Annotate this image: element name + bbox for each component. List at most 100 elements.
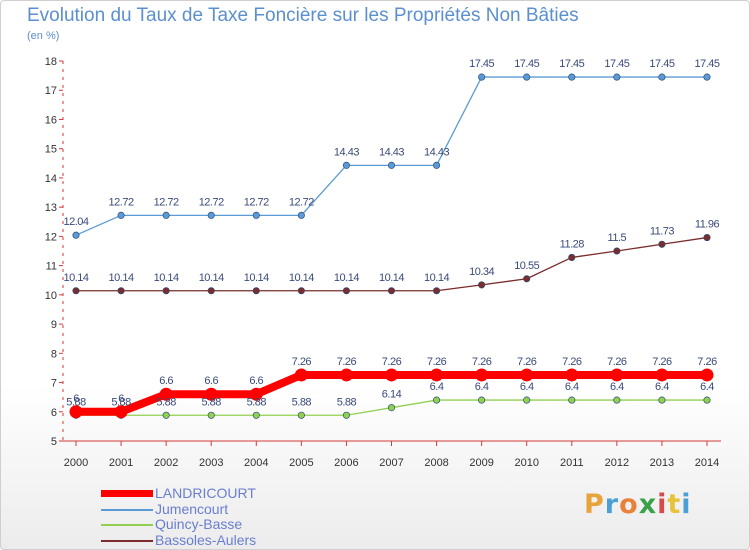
data-label-bassoles-aulers: 10.14 bbox=[379, 272, 404, 284]
data-label-quincy-basse: 6.4 bbox=[520, 381, 534, 393]
logo-letter: x bbox=[638, 489, 658, 520]
data-label-jumencourt: 12.72 bbox=[289, 196, 314, 208]
data-point-landricourt bbox=[339, 368, 353, 382]
data-label-landricourt: 7.26 bbox=[382, 356, 402, 368]
data-point-quincy-basse bbox=[568, 396, 576, 404]
x-tick-label: 2013 bbox=[650, 457, 674, 469]
data-point-landricourt bbox=[249, 387, 263, 401]
data-point-quincy-basse bbox=[703, 396, 711, 404]
data-label-bassoles-aulers: 10.55 bbox=[514, 260, 539, 272]
data-label-quincy-basse: 5.88 bbox=[337, 396, 357, 408]
data-label-quincy-basse: 6.4 bbox=[565, 381, 579, 393]
data-point-landricourt bbox=[475, 368, 489, 382]
data-point-bassoles-aulers bbox=[117, 287, 125, 295]
legend-swatch-landricourt bbox=[101, 490, 153, 497]
data-point-bassoles-aulers bbox=[433, 287, 441, 295]
series-landricourt bbox=[69, 368, 714, 419]
data-label-quincy-basse: 5.88 bbox=[156, 396, 176, 408]
data-point-landricourt bbox=[565, 368, 579, 382]
data-point-jumencourt bbox=[658, 73, 666, 81]
data-label-landricourt: 6 bbox=[118, 393, 124, 405]
legend-swatch-jumencourt bbox=[101, 509, 153, 511]
data-point-jumencourt bbox=[162, 211, 170, 219]
legend-swatch-bassoles-aulers bbox=[101, 540, 153, 542]
y-tick-label: 13 bbox=[45, 202, 57, 214]
data-label-jumencourt: 14.43 bbox=[424, 146, 449, 158]
data-point-bassoles-aulers bbox=[342, 287, 350, 295]
data-label-bassoles-aulers: 10.14 bbox=[244, 272, 269, 284]
x-tick-label: 2014 bbox=[695, 457, 719, 469]
y-tick-label: 6 bbox=[51, 407, 57, 419]
logo-letter: i bbox=[681, 489, 692, 520]
data-point-quincy-basse bbox=[252, 411, 260, 419]
data-point-landricourt bbox=[430, 368, 444, 382]
data-label-quincy-basse: 6.14 bbox=[382, 389, 402, 401]
x-tick-label: 2012 bbox=[605, 457, 629, 469]
data-point-landricourt bbox=[520, 368, 534, 382]
x-tick-label: 2008 bbox=[424, 457, 448, 469]
legend-label-bassoles-aulers: Bassoles-Aulers bbox=[155, 532, 257, 548]
data-label-landricourt: 7.26 bbox=[562, 356, 582, 368]
data-label-jumencourt: 14.43 bbox=[379, 146, 404, 158]
data-label-jumencourt: 12.72 bbox=[244, 196, 269, 208]
x-tick-label: 2010 bbox=[514, 457, 538, 469]
data-label-quincy-basse: 5.88 bbox=[247, 396, 267, 408]
data-label-bassoles-aulers: 11.28 bbox=[560, 238, 585, 250]
logo-letter: r bbox=[604, 489, 620, 520]
series-bassoles-aulers bbox=[72, 234, 711, 295]
data-label-landricourt: 6.6 bbox=[249, 375, 263, 387]
data-point-bassoles-aulers bbox=[523, 275, 531, 283]
data-point-jumencourt bbox=[207, 211, 215, 219]
data-point-jumencourt bbox=[72, 231, 80, 239]
data-point-landricourt bbox=[610, 368, 624, 382]
y-tick-label: 9 bbox=[51, 319, 57, 331]
data-point-bassoles-aulers bbox=[72, 287, 80, 295]
data-point-bassoles-aulers bbox=[252, 287, 260, 295]
data-label-bassoles-aulers: 11.96 bbox=[695, 219, 720, 231]
data-label-quincy-basse: 5.88 bbox=[111, 396, 131, 408]
data-point-landricourt bbox=[159, 387, 173, 401]
data-point-quincy-basse bbox=[207, 411, 215, 419]
data-label-bassoles-aulers: 11.73 bbox=[650, 225, 675, 237]
data-label-landricourt: 7.26 bbox=[292, 356, 312, 368]
x-tick-label: 2004 bbox=[244, 457, 268, 469]
x-tick-label: 2000 bbox=[64, 457, 88, 469]
data-label-bassoles-aulers: 10.14 bbox=[199, 272, 224, 284]
data-point-landricourt bbox=[114, 405, 128, 419]
data-label-landricourt: 7.26 bbox=[472, 356, 492, 368]
x-tick-label: 2009 bbox=[469, 457, 493, 469]
y-tick-label: 7 bbox=[51, 378, 57, 390]
x-tick-label: 2011 bbox=[560, 457, 584, 469]
data-point-landricourt bbox=[294, 368, 308, 382]
data-point-jumencourt bbox=[613, 73, 621, 81]
data-label-jumencourt: 17.45 bbox=[694, 58, 719, 70]
chart-title: Evolution du Taux de Taxe Foncière sur l… bbox=[27, 5, 579, 26]
data-point-bassoles-aulers bbox=[658, 240, 666, 248]
data-point-bassoles-aulers bbox=[207, 287, 215, 295]
data-point-landricourt bbox=[204, 387, 218, 401]
data-label-bassoles-aulers: 10.14 bbox=[424, 272, 449, 284]
logo-letter: o bbox=[619, 489, 639, 520]
x-tick-label: 2002 bbox=[154, 457, 178, 469]
data-point-bassoles-aulers bbox=[387, 287, 396, 295]
data-label-landricourt: 7.26 bbox=[607, 356, 627, 368]
data-label-jumencourt: 12.72 bbox=[109, 196, 134, 208]
legend-label-jumencourt: Jumencourt bbox=[155, 501, 229, 517]
data-label-jumencourt: 17.45 bbox=[514, 58, 539, 70]
legend-label-landricourt: LANDRICOURT bbox=[155, 485, 256, 501]
y-tick-label: 14 bbox=[45, 173, 57, 185]
series-jumencourt bbox=[72, 73, 711, 239]
logo-letter: i bbox=[657, 489, 668, 520]
data-label-jumencourt: 14.43 bbox=[334, 146, 359, 158]
data-label-bassoles-aulers: 10.14 bbox=[289, 272, 314, 284]
data-label-landricourt: 7.26 bbox=[337, 356, 357, 368]
data-point-quincy-basse bbox=[433, 396, 441, 404]
data-point-jumencourt bbox=[252, 211, 260, 219]
data-label-landricourt: 6.6 bbox=[159, 375, 173, 387]
data-point-quincy-basse bbox=[523, 396, 531, 404]
x-tick-label: 2001 bbox=[109, 457, 133, 469]
data-label-quincy-basse: 5.88 bbox=[292, 396, 312, 408]
data-label-quincy-basse: 6.4 bbox=[610, 381, 624, 393]
